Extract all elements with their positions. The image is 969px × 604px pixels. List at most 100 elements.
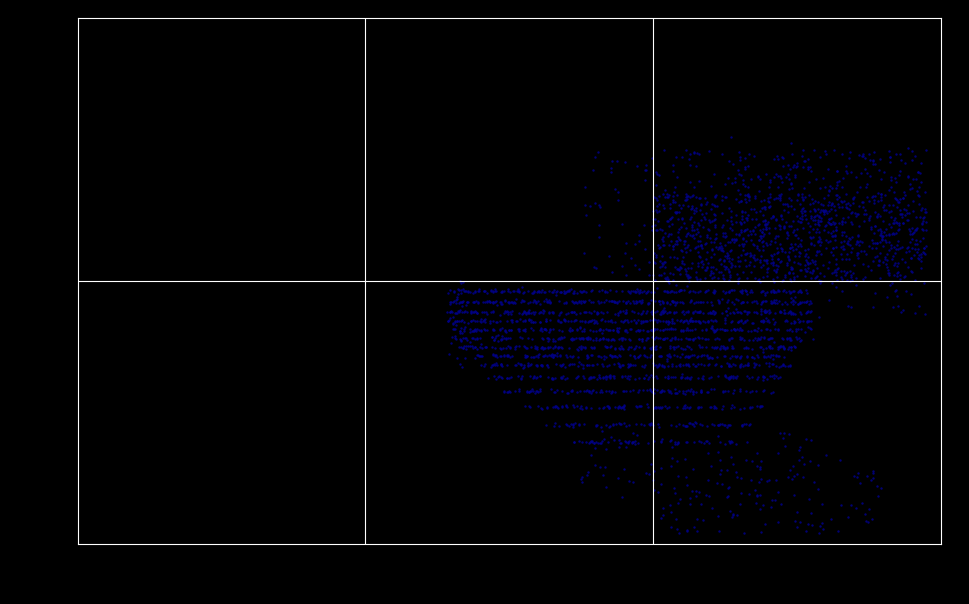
Point — [715, 326, 731, 335]
Point — [738, 352, 754, 362]
Point — [882, 240, 897, 249]
Point — [782, 306, 797, 316]
Point — [718, 192, 734, 202]
Point — [510, 324, 525, 334]
Point — [553, 359, 569, 369]
Point — [776, 298, 792, 307]
Point — [613, 360, 629, 370]
Point — [453, 342, 468, 352]
Point — [748, 490, 764, 500]
Point — [529, 344, 545, 354]
Point — [892, 210, 908, 219]
Point — [584, 165, 600, 175]
Point — [736, 225, 752, 235]
Point — [669, 214, 684, 223]
Point — [718, 262, 734, 272]
Point — [786, 170, 801, 180]
Point — [760, 193, 775, 202]
Point — [588, 326, 604, 336]
Point — [720, 420, 735, 429]
Point — [742, 286, 758, 295]
Point — [845, 472, 860, 481]
Point — [697, 239, 712, 249]
Point — [766, 371, 781, 381]
Point — [686, 148, 702, 158]
Point — [468, 296, 484, 306]
Point — [747, 361, 763, 370]
Point — [447, 324, 462, 334]
Point — [561, 361, 577, 370]
Point — [451, 306, 466, 315]
Point — [502, 344, 517, 353]
Point — [810, 211, 826, 220]
Point — [614, 219, 630, 228]
Point — [799, 263, 815, 272]
Point — [476, 315, 491, 325]
Point — [628, 341, 643, 351]
Point — [515, 288, 530, 298]
Point — [766, 287, 781, 297]
Point — [832, 266, 848, 275]
Point — [718, 251, 734, 261]
Point — [619, 371, 635, 381]
Point — [608, 419, 623, 429]
Point — [662, 299, 677, 309]
Point — [653, 463, 669, 473]
Point — [552, 334, 568, 344]
Point — [659, 288, 674, 297]
Point — [705, 400, 721, 410]
Point — [693, 257, 708, 267]
Point — [637, 244, 652, 254]
Point — [545, 308, 560, 318]
Point — [598, 420, 613, 429]
Point — [873, 235, 889, 245]
Point — [766, 297, 781, 306]
Point — [768, 151, 784, 161]
Point — [855, 259, 870, 269]
Point — [524, 326, 540, 335]
Point — [642, 420, 658, 429]
Point — [771, 224, 787, 234]
Point — [502, 342, 517, 352]
Point — [516, 401, 532, 411]
Point — [679, 359, 695, 369]
Point — [905, 250, 921, 260]
Point — [707, 220, 723, 230]
Point — [465, 297, 481, 307]
Point — [729, 324, 744, 334]
Point — [578, 351, 594, 361]
Point — [692, 274, 707, 283]
Point — [507, 342, 522, 352]
Point — [706, 342, 722, 352]
Point — [848, 472, 863, 481]
Point — [650, 359, 666, 369]
Point — [621, 288, 637, 297]
Point — [770, 286, 786, 296]
Point — [610, 359, 626, 368]
Point — [662, 288, 677, 297]
Point — [670, 233, 685, 242]
Point — [528, 360, 544, 370]
Point — [572, 387, 587, 396]
Point — [503, 326, 518, 335]
Point — [679, 191, 695, 201]
Point — [727, 177, 742, 187]
Point — [662, 335, 677, 345]
Point — [643, 342, 659, 352]
Point — [544, 374, 559, 384]
Point — [659, 385, 674, 395]
Point — [739, 343, 755, 353]
Point — [728, 194, 743, 204]
Point — [615, 403, 631, 413]
Point — [646, 296, 662, 306]
Point — [785, 204, 800, 214]
Point — [671, 265, 686, 274]
Point — [744, 352, 760, 362]
Point — [663, 372, 678, 382]
Point — [810, 312, 826, 321]
Point — [599, 342, 614, 352]
Point — [531, 317, 547, 327]
Point — [625, 385, 641, 395]
Point — [713, 465, 729, 475]
Point — [621, 387, 637, 396]
